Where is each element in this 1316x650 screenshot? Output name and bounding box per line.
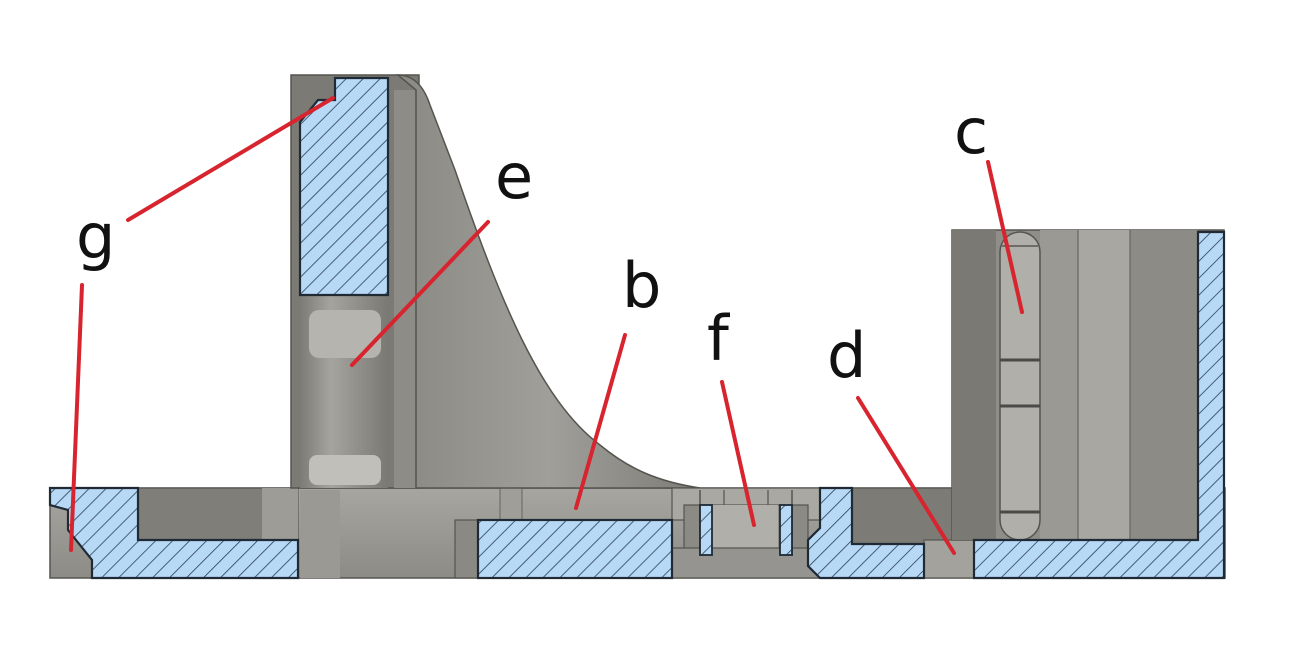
leader-line-g-upper bbox=[126, 96, 335, 222]
leader-line-c bbox=[986, 160, 1024, 314]
part-surface bbox=[49, 74, 1226, 579]
label-b: b bbox=[622, 249, 661, 322]
leader-line-b bbox=[574, 333, 627, 510]
leader-line-d bbox=[856, 396, 956, 555]
label-f: f bbox=[707, 302, 731, 375]
label-d: d bbox=[827, 319, 866, 392]
leader-line-e bbox=[350, 220, 490, 367]
label-e: e bbox=[495, 140, 533, 213]
leader-line-f bbox=[720, 380, 756, 527]
section-cut-faces bbox=[48, 76, 1226, 580]
label-c: c bbox=[954, 95, 988, 168]
callout-labels: g e b f d c bbox=[76, 95, 988, 392]
leader-line-g-lower bbox=[69, 283, 84, 552]
leader-lines bbox=[69, 96, 1024, 555]
label-g: g bbox=[76, 200, 115, 273]
